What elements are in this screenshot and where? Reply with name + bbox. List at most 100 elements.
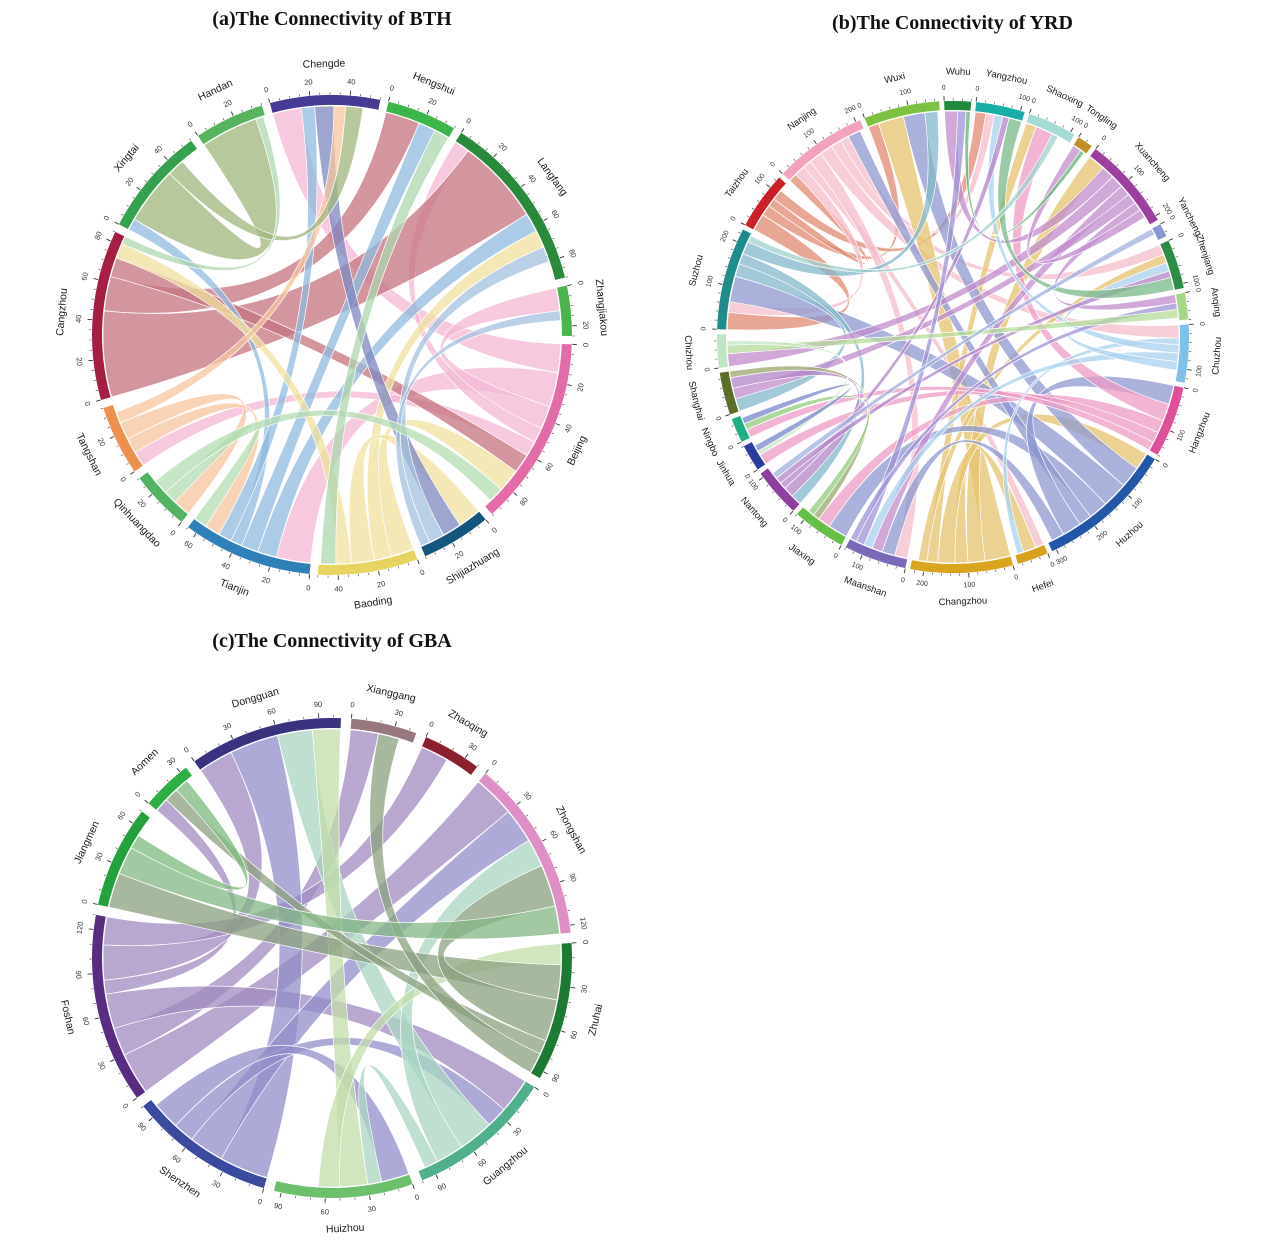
- tick-mark: [417, 108, 419, 111]
- sector-arc-Langfang: [455, 132, 565, 280]
- sector-arc-Xianggang: [350, 718, 417, 743]
- tick-mark: [148, 1117, 153, 1122]
- tick-mark: [565, 276, 568, 278]
- tick-mark: [1046, 117, 1048, 120]
- tick-label: 100: [1191, 274, 1200, 287]
- tick-label: 0: [781, 516, 789, 524]
- tick-mark: [122, 834, 126, 837]
- tick-label: 200: [844, 104, 858, 115]
- tick-label: 0: [80, 898, 90, 904]
- tick-label: 60: [476, 1157, 488, 1169]
- tick-mark: [259, 726, 261, 729]
- tick-mark: [230, 734, 234, 740]
- tick-label: 90: [314, 700, 323, 709]
- tick-mark: [784, 504, 787, 507]
- tick-label: 0: [1014, 574, 1020, 582]
- tick-mark: [156, 501, 159, 504]
- tick-label: 100: [1018, 93, 1031, 103]
- tick-mark: [554, 866, 558, 869]
- tick-mark: [542, 450, 545, 453]
- tick-label: 60: [81, 1016, 92, 1026]
- sector-arc-Shijiazhuang: [421, 511, 486, 557]
- tick-label: 100: [754, 173, 767, 187]
- sector-arc-Huizhou: [273, 1174, 413, 1198]
- sector-label-Zhangjiakou: Zhangjiakou: [593, 278, 611, 336]
- tick-mark: [166, 779, 169, 782]
- tick-mark: [194, 131, 199, 136]
- tick-label: 0: [1192, 388, 1200, 393]
- tick-label: 0: [168, 528, 177, 538]
- tick-mark: [1164, 230, 1168, 233]
- ribbon-Qinhuangdao-Beijing: [154, 409, 502, 502]
- tick-label: 0: [1162, 462, 1170, 469]
- ribbon-Nanjing-Maanshan: [809, 153, 920, 559]
- tick-mark: [753, 469, 758, 473]
- sector-arc-Wuhu: [944, 101, 972, 111]
- ribbon-Jinhua-Ningbo: [741, 384, 852, 452]
- tick-label: 20: [96, 437, 108, 448]
- tick-mark: [121, 454, 124, 456]
- tick-mark: [195, 1156, 198, 1159]
- tick-mark: [1078, 132, 1082, 138]
- tick-mark: [101, 259, 104, 261]
- tick-label: 40: [347, 77, 356, 87]
- sector-arc-Yangzhou: [975, 102, 1025, 121]
- tick-label: 0: [1100, 135, 1107, 143]
- tick-mark: [552, 237, 555, 240]
- tick-label: 30: [521, 790, 533, 802]
- tick-label: 40: [74, 314, 84, 323]
- tick-label: 60: [79, 271, 90, 281]
- tick-mark: [278, 97, 280, 101]
- tick-mark: [543, 218, 548, 222]
- ribbon-Zhongshan-Jiangmen: [118, 847, 561, 940]
- tick-label: 0: [1176, 232, 1184, 239]
- sector-label-Foshan: Foshan: [58, 999, 77, 1036]
- sector-arc-Zhaoqing: [422, 737, 478, 775]
- tick-mark: [140, 1106, 143, 1109]
- tick-mark: [211, 544, 214, 547]
- tick-label: 20: [575, 382, 586, 392]
- tick-mark: [461, 537, 463, 540]
- sector-label-Yangzhou: Yangzhou: [985, 68, 1028, 87]
- tick-mark: [778, 169, 783, 174]
- tick-mark: [556, 1044, 559, 1046]
- tick-mark: [132, 1097, 137, 1102]
- tick-mark: [164, 508, 167, 511]
- tick-label: 0: [118, 475, 128, 484]
- tick-mark: [204, 127, 207, 131]
- tick-mark: [807, 147, 810, 150]
- tick-mark: [722, 397, 725, 399]
- tick-mark: [88, 928, 94, 930]
- ribbon-Guangzhou-Huizhou: [358, 1064, 438, 1185]
- tick-mark: [178, 522, 182, 527]
- sector-arc-Zhongshan: [478, 773, 571, 934]
- tick-label: 100: [963, 582, 975, 590]
- tick-mark: [793, 158, 796, 161]
- tick-label: 0: [428, 719, 435, 729]
- tick-label: 100: [1132, 164, 1145, 177]
- tick-mark: [526, 1099, 529, 1102]
- sector-label-Tianjin: Tianjin: [218, 577, 251, 599]
- tick-mark: [1064, 545, 1066, 548]
- tick-mark: [148, 494, 153, 498]
- tick-label: 60: [321, 1207, 330, 1216]
- tick-label: 90: [273, 1201, 283, 1212]
- tick-mark: [218, 743, 220, 746]
- sector-arc-Hengshui: [386, 101, 455, 137]
- tick-mark: [844, 547, 846, 550]
- ribbon-Tianjin-Hengshui: [241, 122, 436, 553]
- tick-mark: [816, 531, 819, 534]
- sector-arc-Zhuhai: [531, 943, 572, 1079]
- tick-mark: [838, 127, 840, 130]
- tick-mark: [260, 102, 262, 106]
- tick-mark: [126, 463, 129, 465]
- tick-label: 30: [221, 721, 232, 733]
- tick-mark: [559, 880, 565, 883]
- tick-mark: [278, 569, 280, 572]
- sector-label-Xingtai: Xingtai: [112, 142, 142, 174]
- tick-mark: [193, 533, 197, 538]
- sector-arc-Nanjing: [782, 120, 864, 180]
- tick-mark: [496, 1132, 499, 1135]
- tick-label: 100: [1131, 497, 1144, 510]
